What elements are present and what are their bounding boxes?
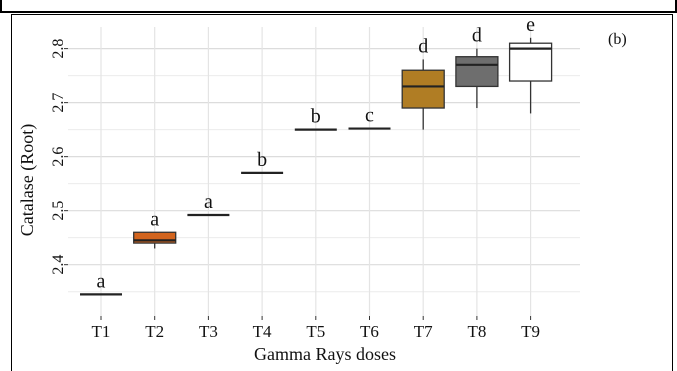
group-letter: c <box>365 105 374 127</box>
x-tick-label: T6 <box>360 322 379 341</box>
y-tick-label: 2.4 <box>50 255 67 275</box>
group-letter: e <box>526 14 535 36</box>
group-letter: a <box>150 208 159 230</box>
box-iqr <box>455 56 499 88</box>
y-tick-label: 2.6 <box>50 147 67 167</box>
panel-label: (b) <box>608 31 627 48</box>
y-tick-label: 2.7 <box>50 93 67 113</box>
group-letter: a <box>97 270 106 292</box>
x-tick-label: T9 <box>521 322 540 341</box>
box-iqr <box>133 231 177 244</box>
figure-frame <box>11 14 673 371</box>
x-axis-ticks: T1 T2 T3 T4 T5 T6 T7 T8 T9 <box>92 316 540 341</box>
x-tick-label: T8 <box>467 322 486 341</box>
x-tick-label: T5 <box>306 322 325 341</box>
x-tick-label: T1 <box>92 322 111 341</box>
top-frame <box>0 0 677 13</box>
group-letter: d <box>472 25 482 47</box>
x-axis-label: Gamma Rays doses <box>254 344 396 364</box>
x-tick-label: T2 <box>145 322 164 341</box>
y-axis-ticks: 2.4 2.5 2.6 2.7 2.8 <box>50 39 68 275</box>
y-tick-label: 2.8 <box>50 39 67 59</box>
boxes <box>80 37 553 296</box>
x-tick-label: T7 <box>414 322 433 341</box>
x-tick-label: T3 <box>199 322 218 341</box>
x-tick-label: T4 <box>253 322 272 341</box>
group-letter: b <box>257 149 267 171</box>
group-letter: b <box>311 106 321 128</box>
box-iqr <box>401 69 445 109</box>
y-tick-label: 2.5 <box>50 201 67 221</box>
y-axis-label: Catalase (Root) <box>17 124 38 236</box>
group-letter: d <box>418 35 428 57</box>
grid <box>68 27 580 316</box>
group-letters: a a a b b c d d e <box>97 14 536 293</box>
group-letter: a <box>204 191 213 213</box>
